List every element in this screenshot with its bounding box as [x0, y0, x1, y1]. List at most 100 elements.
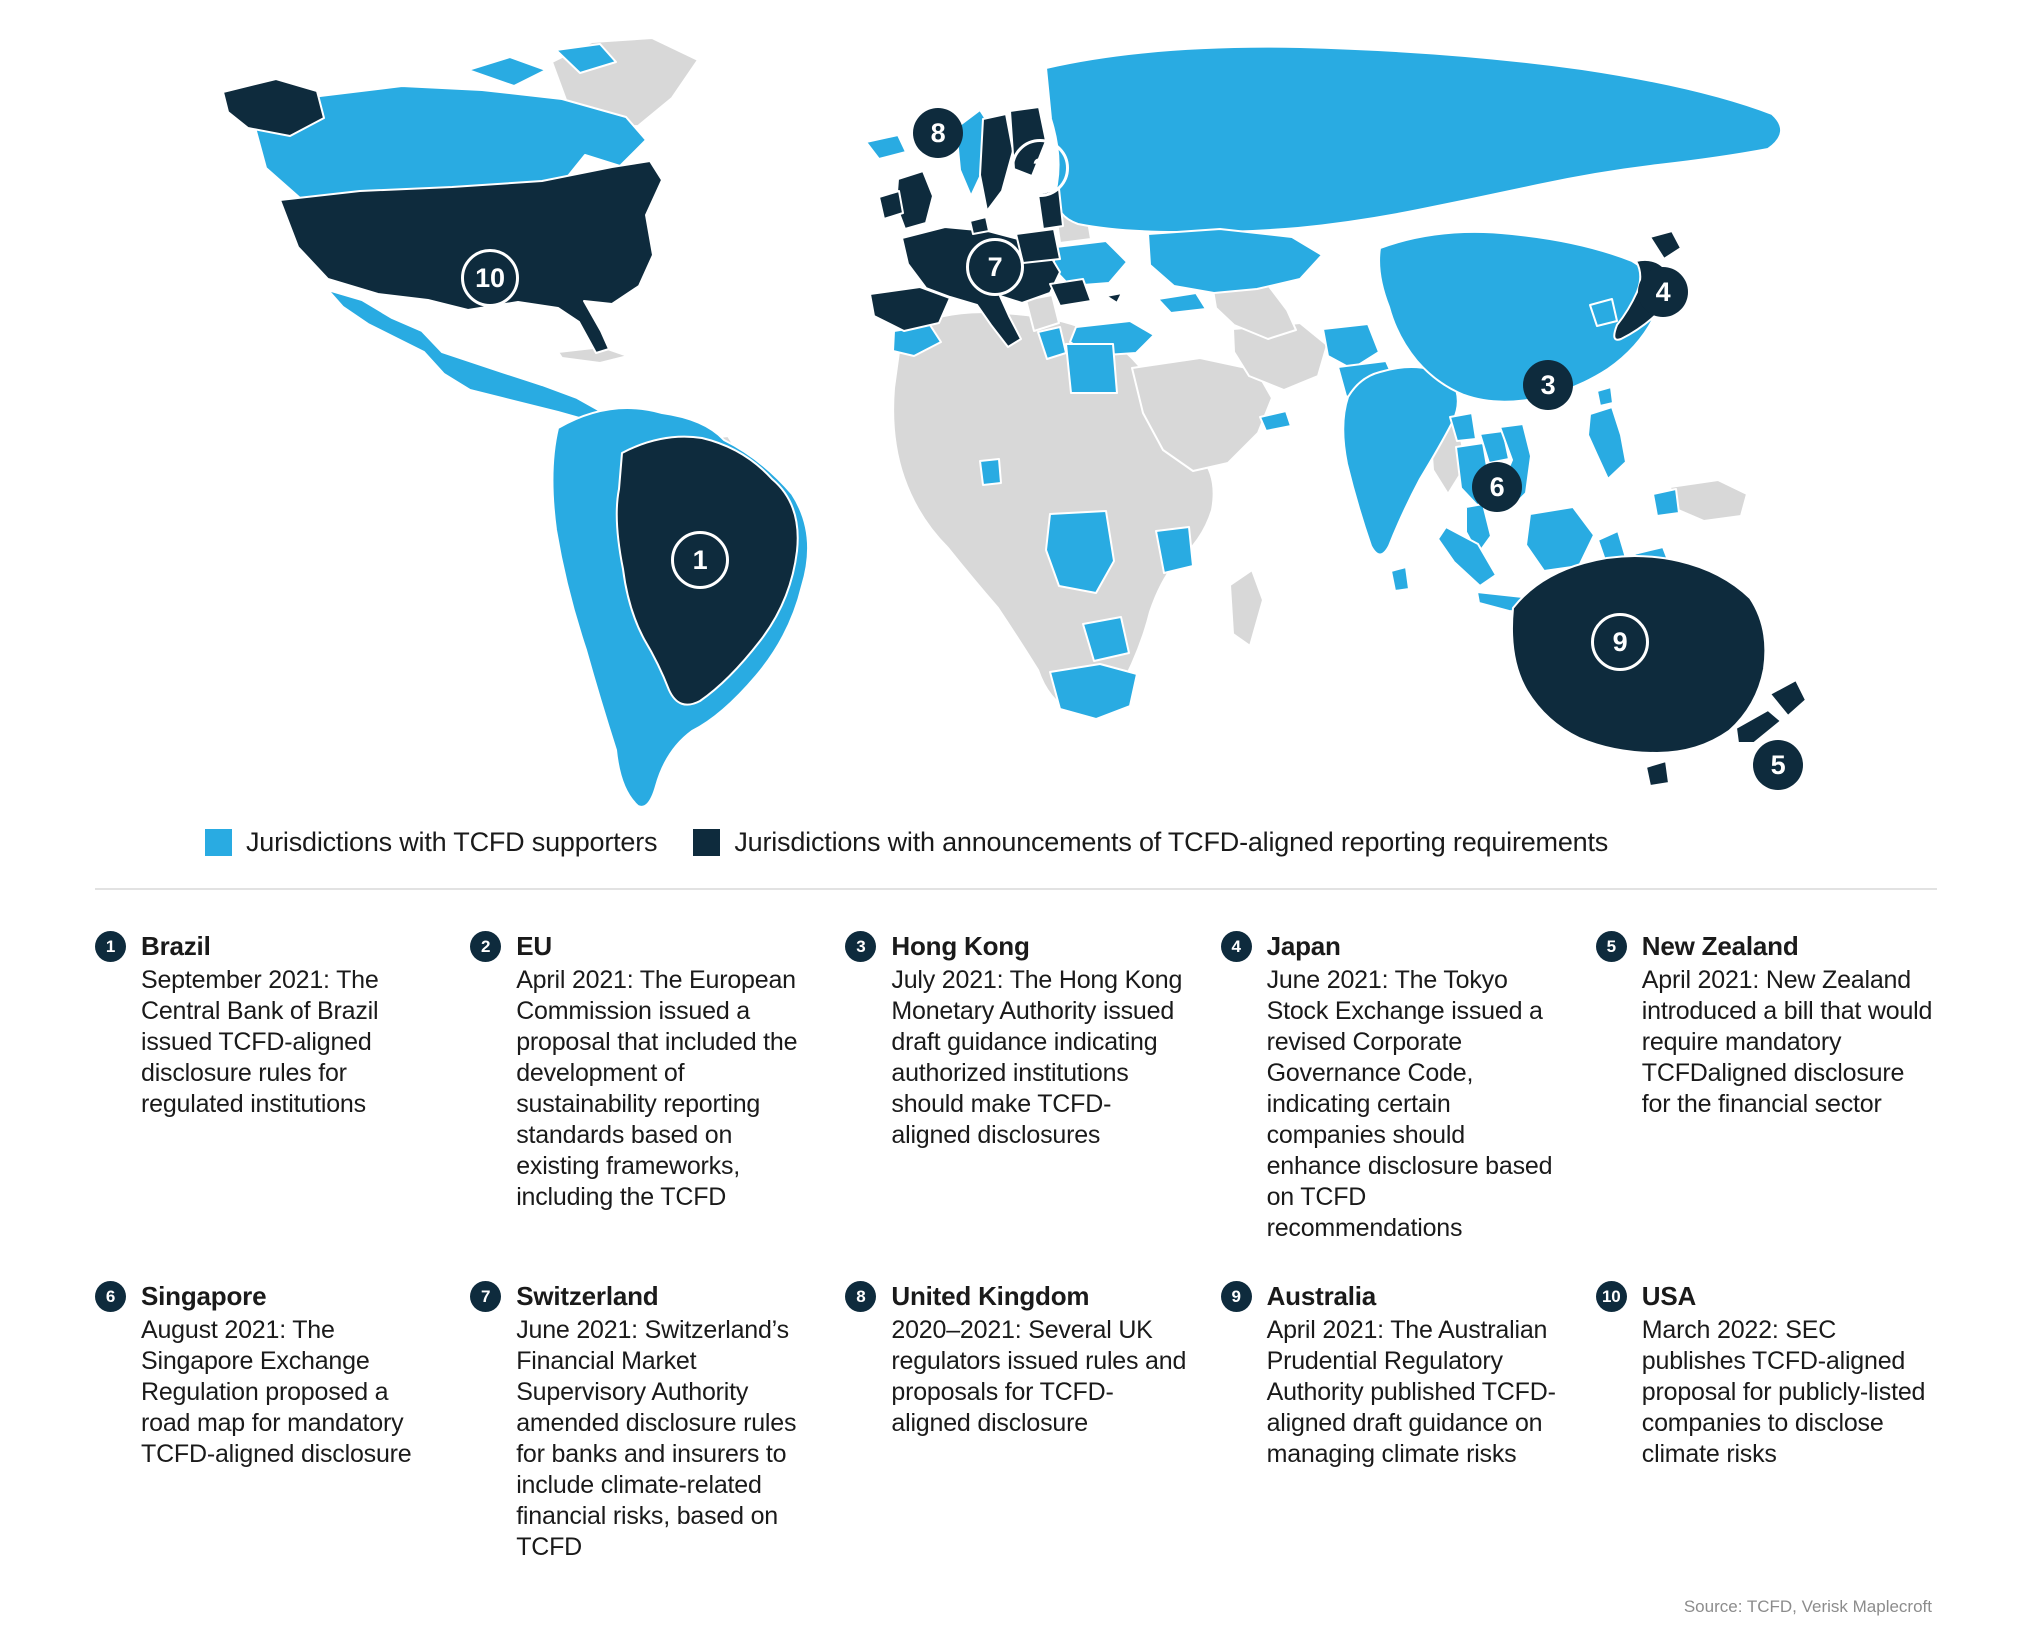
- world-map: 1 2 3 4 5 6 7 8 9 10: [0, 0, 2032, 810]
- region-kazakhstan: [1147, 228, 1323, 294]
- region-ireland: [878, 190, 904, 220]
- map-marker-10: 10: [461, 249, 519, 307]
- region-south-africa: [1049, 663, 1138, 720]
- entry-number-badge: 1: [95, 931, 126, 962]
- divider: [95, 888, 1937, 890]
- entry-text: March 2022: SEC publishes TCFD-aligned p…: [1641, 1316, 1926, 1468]
- entry-country: Japan: [1266, 931, 1341, 961]
- legend-label-supporters: Jurisdictions with TCFD supporters: [246, 826, 658, 857]
- entry-switzerland: 7 Switzerland June 2021: Switzerland’s Fi…: [470, 1280, 811, 1563]
- region-cyprus: [1105, 292, 1123, 304]
- region-alaska: [222, 78, 325, 137]
- map-marker-5: 5: [1753, 740, 1803, 790]
- region-tasmania: [1645, 760, 1670, 787]
- entry-number-badge: 10: [1595, 1281, 1627, 1312]
- entry-number-badge: 7: [470, 1281, 502, 1312]
- map-marker-7: 7: [966, 238, 1024, 296]
- entry-text: April 2021: The European Commission issu…: [516, 966, 798, 1211]
- region-iceland: [865, 134, 907, 160]
- entry-country: EU: [516, 931, 552, 961]
- region-iran: [1232, 322, 1328, 391]
- region-arctic-islands-2: [555, 43, 617, 74]
- entry-country: Singapore: [141, 1281, 267, 1311]
- region-japan-hokkaido: [1649, 230, 1682, 260]
- region-madagascar: [1229, 569, 1264, 647]
- region-new-zealand-north: [1769, 679, 1807, 717]
- world-map-svg: [222, 37, 1807, 808]
- entry-usa: 10 USA March 2022: SEC publishes TCFD-ali…: [1595, 1280, 1937, 1563]
- entry-number-badge: 5: [1595, 931, 1627, 962]
- legend-label-announcements: Jurisdictions with announcements of TCFD…: [734, 826, 1609, 857]
- entry-australia: 9 Australia April 2021: The Australian Pr…: [1220, 1280, 1562, 1563]
- entry-hong-kong: 3 Hong Kong July 2021: The Hong Kong Mone…: [845, 930, 1186, 1280]
- legend-item-supporters: Jurisdictions with TCFD supporters: [205, 826, 658, 858]
- entries-grid: 1 Brazil September 2021: The Central Bank…: [95, 930, 1937, 1563]
- region-ghana: [979, 458, 1002, 486]
- region-borneo: [1525, 506, 1595, 572]
- region-botswana-zimbabwe: [1082, 616, 1130, 662]
- entry-number-badge: 9: [1220, 1281, 1252, 1312]
- region-egypt: [1065, 343, 1118, 394]
- entry-text: August 2021: The Singapore Exchange Regu…: [141, 1316, 412, 1468]
- entry-country: Brazil: [141, 931, 211, 961]
- entry-country: New Zealand: [1641, 931, 1799, 961]
- map-marker-2: 2: [1011, 139, 1069, 197]
- legend-item-announcements: Jurisdictions with announcements of TCFD…: [693, 827, 1608, 858]
- entry-country: Switzerland: [516, 1281, 659, 1311]
- region-drc: [1045, 510, 1115, 594]
- region-afghanistan: [1322, 323, 1380, 370]
- region-taiwan: [1596, 386, 1614, 407]
- entry-text: June 2021: The Tokyo Stock Exchange issu…: [1266, 966, 1553, 1242]
- entry-number-badge: 3: [845, 931, 877, 962]
- entry-text: July 2021: The Hong Kong Monetary Author…: [891, 966, 1183, 1149]
- entry-united-kingdom: 8 United Kingdom 2020–2021: Several UK re…: [845, 1280, 1186, 1563]
- region-uae: [1259, 410, 1292, 432]
- region-china: [1378, 230, 1659, 403]
- source-credit: Source: TCFD, Verisk Maplecroft: [1683, 1597, 1932, 1616]
- entry-text: September 2021: The Central Bank of Braz…: [141, 966, 379, 1118]
- legend: Jurisdictions with TCFD supporters Juris…: [205, 820, 2032, 864]
- map-marker-4: 4: [1638, 267, 1688, 317]
- entry-number-badge: 6: [95, 1281, 126, 1312]
- entry-number-badge: 8: [845, 1281, 877, 1312]
- entry-country: United Kingdom: [891, 1281, 1090, 1311]
- region-balkans: [1025, 294, 1060, 332]
- region-png: [1669, 479, 1748, 522]
- region-ukraine: [1052, 240, 1128, 287]
- map-marker-3: 3: [1523, 360, 1573, 410]
- region-middle-east: [1131, 357, 1273, 472]
- region-iberia: [869, 286, 951, 332]
- region-arctic-islands: [467, 56, 547, 87]
- entry-brazil: 1 Brazil September 2021: The Central Bank…: [95, 930, 436, 1280]
- entry-singapore: 6 Singapore August 2021: The Singapore Ex…: [95, 1280, 436, 1563]
- entry-country: Australia: [1266, 1281, 1377, 1311]
- region-central-asia: [1212, 284, 1297, 340]
- entry-new-zealand: 5 New Zealand April 2021: New Zealand int…: [1595, 930, 1937, 1280]
- entry-country: Hong Kong: [891, 931, 1030, 961]
- region-new-zealand-south: [1735, 709, 1782, 744]
- region-romania: [1049, 278, 1092, 307]
- region-sumatra: [1437, 526, 1497, 587]
- map-marker-6: 6: [1472, 462, 1522, 512]
- region-kenya: [1155, 526, 1194, 574]
- region-denmark: [969, 216, 990, 235]
- region-sri-lanka: [1390, 566, 1410, 592]
- region-laos: [1479, 430, 1510, 464]
- region-bangladesh: [1449, 412, 1477, 442]
- entry-text: June 2021: Switzerland’s Financial Marke…: [516, 1316, 797, 1561]
- region-russia: [1045, 45, 1782, 234]
- entry-number-badge: 4: [1220, 931, 1252, 962]
- region-south-korea: [1589, 298, 1618, 327]
- entry-country: USA: [1641, 1281, 1697, 1311]
- entry-text: 2020–2021: Several UK regulators issued …: [891, 1316, 1187, 1437]
- region-west-papua: [1652, 488, 1680, 517]
- legend-swatch-announcements: [693, 828, 721, 856]
- map-marker-9: 9: [1591, 613, 1649, 671]
- entry-japan: 4 Japan June 2021: The Tokyo Stock Exchan…: [1220, 930, 1562, 1280]
- legend-swatch-supporters: [205, 828, 232, 856]
- entry-eu: 2 EU April 2021: The European Commission …: [470, 930, 811, 1280]
- entry-text: April 2021: The Australian Prudential Re…: [1266, 1316, 1556, 1468]
- map-marker-1: 1: [671, 531, 729, 589]
- region-sweden: [979, 113, 1014, 212]
- region-caucasus: [1157, 292, 1207, 314]
